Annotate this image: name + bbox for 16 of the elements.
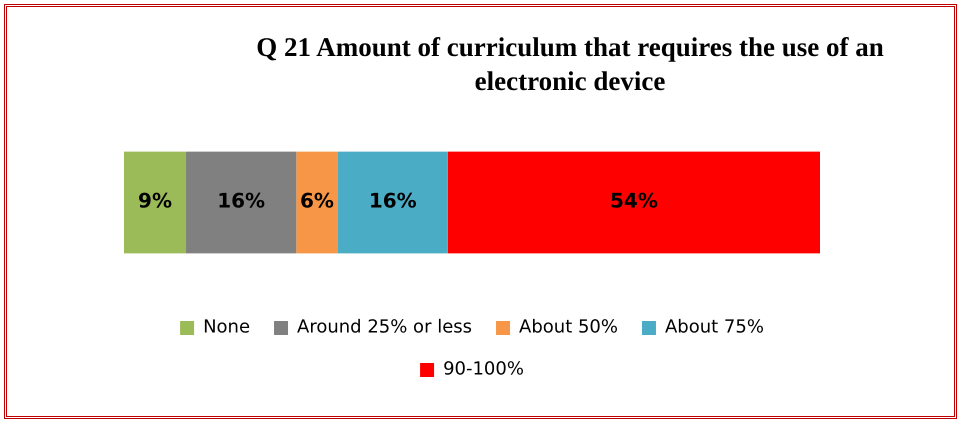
legend-label: About 50% (519, 316, 618, 338)
legend-label: 90-100% (443, 358, 524, 380)
data-label: 54% (610, 188, 658, 213)
chart-title: Q 21 Amount of curriculum that requires the use of an electronic device (255, 31, 885, 98)
data-label: 9% (138, 188, 172, 213)
data-label: 16% (217, 188, 266, 213)
data-label: 6% (300, 188, 334, 213)
legend-label: About 75% (664, 316, 764, 338)
legend-label: Around 25% or less (297, 316, 472, 338)
bar (124, 152, 186, 254)
bar (186, 152, 296, 254)
data-label: 16% (368, 188, 417, 213)
bar (448, 152, 820, 254)
bar (296, 152, 338, 254)
bar (338, 152, 448, 254)
legend-label: None (203, 316, 250, 338)
